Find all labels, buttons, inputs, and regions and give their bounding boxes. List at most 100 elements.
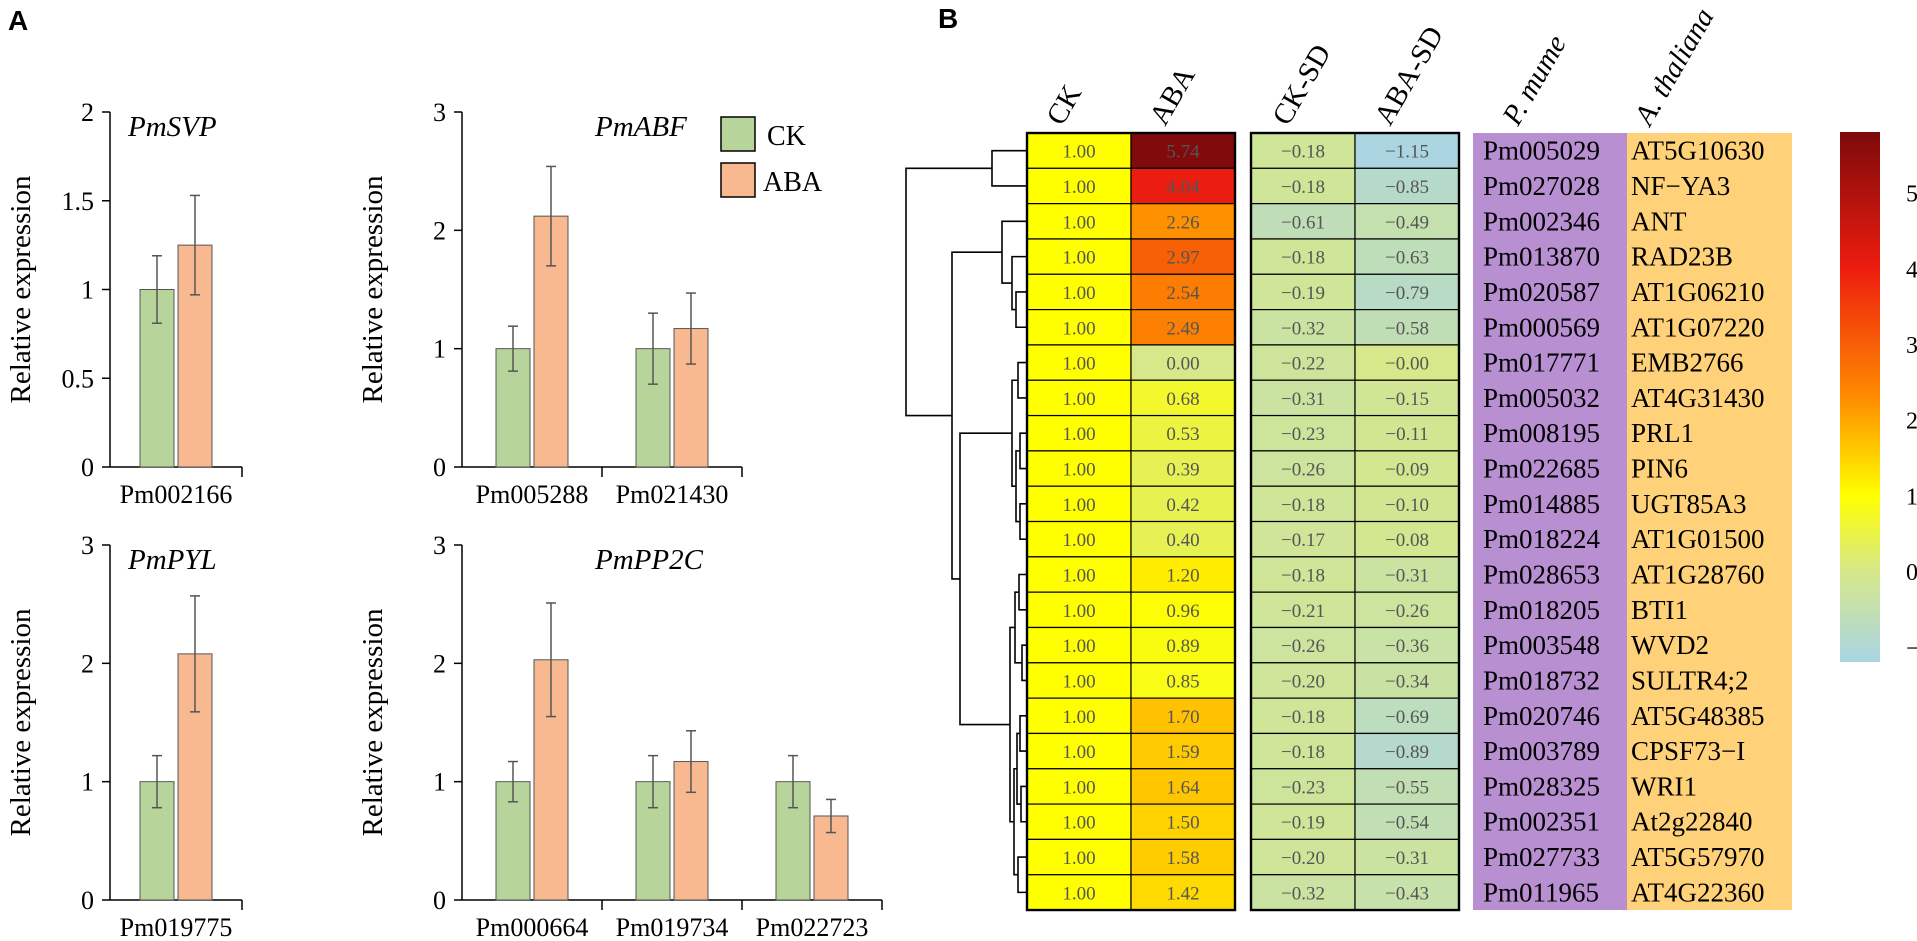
at-gene-name: UGT85A3 [1631,489,1747,519]
at-gene-name: AT4G31430 [1631,383,1765,413]
heatmap-cell-value: −0.10 [1385,495,1429,516]
heatmap-cell-value: 1.42 [1166,883,1199,904]
heatmap-cell [1250,768,1356,805]
y-axis-label: Relative expression [357,175,389,403]
heatmap-cell-value: 0.42 [1166,495,1199,516]
panel-b-letter: B [938,3,958,34]
heatmap-cell-value: 1.00 [1062,248,1095,269]
heatmap-cell-value: −0.19 [1281,813,1325,834]
y-tick-label: 2 [81,649,94,678]
at-gene-name: RAD23B [1631,242,1733,272]
at-gene-name: AT1G06210 [1631,277,1765,307]
heatmap-cell [1130,662,1236,699]
y-tick-label: 1 [81,276,94,305]
heatmap-cell [1250,732,1356,770]
dendrogram-branch [905,167,992,417]
pm-gene-id: Pm000569 [1483,312,1600,342]
heatmap-cell [1354,485,1460,523]
heatmap-cell-value: 1.00 [1062,636,1095,657]
heatmap-cell-value: 1.00 [1062,777,1095,798]
dendrogram-branch [1001,220,1027,284]
heatmap-cell-value: −0.31 [1385,566,1429,587]
heatmap-cell [1250,626,1356,664]
column-header-aba: ABA [1143,61,1201,130]
pm-gene-id: Pm027028 [1483,171,1600,201]
heatmap-cell [1354,450,1460,487]
heatmap-cell-value: −0.15 [1385,389,1429,410]
heatmap-cell [1354,414,1460,452]
colorbar-tick-label: 4 [1906,257,1917,283]
pm-gene-id: Pm022685 [1483,454,1600,484]
heatmap-row: 1.00 1.42 −0.32 −0.43 Pm011965 AT4G22360 [1026,874,1765,911]
heatmap-row: 1.00 0.42 −0.18 −0.10 Pm014885 UGT85A3 [1026,485,1747,523]
legend-ck-swatch [720,116,756,152]
heatmap-cell-value: 2.49 [1166,318,1199,339]
heatmap-cell-value: −0.26 [1281,636,1325,657]
at-gene-name: At2g22840 [1631,807,1753,837]
heatmap-cell-value: −0.36 [1385,636,1429,657]
heatmap-cell-value: 1.00 [1062,495,1095,516]
y-axis-label: Relative expression [5,175,37,403]
heatmap-cell [1250,344,1356,381]
chart-title: PmPP2C [594,544,704,576]
heatmap-cell [1354,344,1460,381]
heatmap-row: 1.00 0.68 −0.31 −0.15 Pm005032 AT4G31430 [1026,379,1765,417]
heatmap-cell-value: 1.00 [1062,566,1095,587]
heatmap-cell-value: −0.26 [1281,460,1325,481]
colorbar-tick-label: 3 [1906,333,1917,359]
heatmap-cell [1026,768,1132,805]
at-gene-name: WVD2 [1631,630,1709,660]
chart-title: PmABF [594,111,687,143]
heatmap-cell [1250,874,1356,911]
heatmap-cell-value: 1.00 [1062,212,1095,233]
heatmap-cell-value: 1.00 [1062,883,1095,904]
heatmap-cell [1026,520,1132,558]
pm-gene-id: Pm020746 [1483,701,1600,731]
y-tick-label: 0 [81,453,94,482]
heatmap-row: 1.00 1.50 −0.19 −0.54 Pm002351 At2g22840 [1026,803,1753,841]
column-header-ck: CK [1040,80,1088,131]
heatmap-cell-value: −0.31 [1385,848,1429,869]
heatmap-row: 1.00 2.54 −0.19 −0.79 Pm020587 AT1G06210 [1026,273,1765,311]
block-sd-outline [1249,131,1461,912]
heatmap-cell-value: −0.20 [1281,848,1325,869]
pm-gene-id: Pm008195 [1483,418,1600,448]
heatmap-row: 1.00 4.04 −0.18 −0.85 Pm027028 NF−YA3 [1026,167,1730,205]
heatmap-cell-value: 1.00 [1062,354,1095,375]
dendrogram-branch [991,149,1027,187]
y-tick-label: 1.5 [62,187,95,216]
heatmap-cell [1354,768,1460,805]
x-category-label: Pm000664 [476,913,589,941]
y-axis-label: Relative expression [5,608,37,836]
heatmap-cell-value: −0.32 [1281,883,1325,904]
legend: CK ABA [720,116,823,198]
at-gene-name: PRL1 [1631,418,1694,448]
y-tick-label: 0 [433,453,446,482]
heatmap-cell-value: −0.89 [1385,742,1429,763]
at-gene-name: BTI1 [1631,595,1688,625]
heatmap-cell-value: 0.68 [1166,389,1199,410]
heatmap-cell-value: −0.18 [1281,142,1325,163]
heatmap-cell-value: −0.20 [1281,671,1325,692]
x-category-label: Pm005288 [476,480,589,509]
heatmap-cell-value: −0.19 [1281,283,1325,304]
at-gene-name: AT5G48385 [1631,701,1765,731]
pm-gene-id: Pm002346 [1483,206,1600,236]
heatmap-cell [1130,732,1236,770]
heatmap-cell-value: −0.18 [1281,177,1325,198]
dendrogram [905,149,1027,894]
colorbar-tick-label: −1 [1906,636,1917,662]
annotation-header: P. mume [1496,30,1573,132]
heatmap-cell [1130,273,1236,311]
pm-gene-id: Pm011965 [1483,877,1599,907]
heatmap-cell-value: 0.00 [1166,354,1199,375]
heatmap-cell [1130,485,1236,523]
heatmap-row: 1.00 5.74 −0.18 −1.15 Pm005029 AT5G10630 [1026,132,1765,169]
heatmap-cell-value: 1.59 [1166,742,1199,763]
heatmap-cell-value: −0.31 [1281,389,1325,410]
heatmap-cell [1130,309,1236,346]
colorbar [1840,132,1880,662]
heatmap-cell [1354,238,1460,275]
heatmap-cell-value: −0.79 [1385,283,1429,304]
